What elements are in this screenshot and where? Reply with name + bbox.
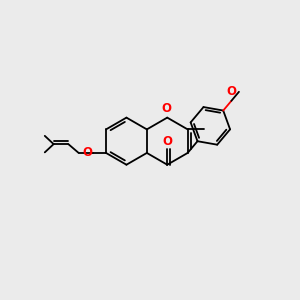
Text: O: O bbox=[162, 135, 172, 148]
Text: O: O bbox=[82, 146, 92, 159]
Text: O: O bbox=[226, 85, 236, 98]
Text: O: O bbox=[162, 102, 172, 115]
